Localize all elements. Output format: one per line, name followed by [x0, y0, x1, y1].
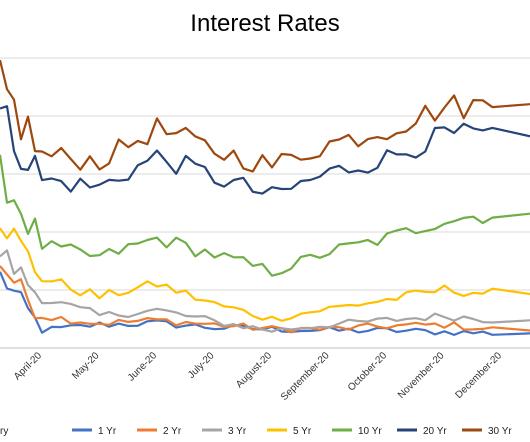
series-line-3-yr	[0, 249, 530, 333]
x-tick-label: June-20	[126, 350, 160, 384]
series-line-20-yr	[0, 105, 530, 195]
legend-label: 2 Yr	[163, 426, 182, 437]
x-tick-label: April-20	[12, 350, 44, 382]
legend-label: 20 Yr	[423, 426, 447, 437]
legend-label: 5 Yr	[293, 426, 312, 437]
x-tick-label: November-20	[396, 350, 447, 401]
legend-label: 10 Yr	[358, 426, 382, 437]
series-line-30-yr	[0, 59, 530, 173]
legend-label: 30 Yr	[488, 426, 512, 437]
x-tick-label: October-20	[346, 350, 389, 393]
x-tick-label: September-20	[279, 350, 332, 403]
x-tick-label: July-20	[186, 350, 217, 381]
series-line-1-yr	[0, 271, 530, 336]
x-tick-label: May-20	[70, 350, 102, 382]
series-line-10-yr	[0, 154, 530, 277]
legend-label: 1 Yr	[98, 426, 117, 437]
x-tick-label: August-20	[234, 350, 274, 390]
x-tick-label: December-20	[453, 350, 504, 401]
legend-partial-label: ry	[0, 426, 8, 437]
chart-title: Interest Rates	[190, 10, 340, 37]
series-line-5-yr	[0, 227, 530, 322]
series-line-2-yr	[0, 265, 530, 334]
legend-label: 3 Yr	[228, 426, 247, 437]
